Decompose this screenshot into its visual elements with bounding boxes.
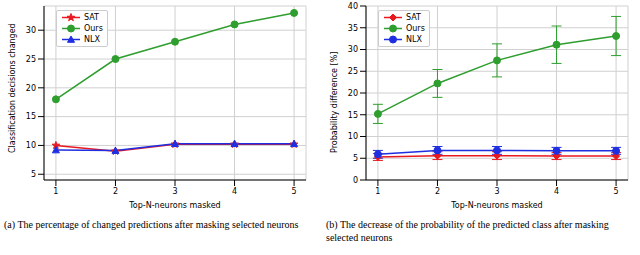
svg-text:2: 2: [435, 187, 440, 196]
svg-text:40: 40: [348, 2, 358, 11]
svg-text:15: 15: [348, 111, 358, 120]
svg-text:20: 20: [26, 84, 36, 93]
svg-text:3: 3: [172, 187, 177, 196]
svg-text:5: 5: [353, 154, 358, 163]
svg-text:4: 4: [554, 187, 559, 196]
html-text:SAT: SAT: [406, 13, 421, 22]
svg-text:30: 30: [26, 26, 36, 35]
html-text:SAT: SAT: [84, 13, 99, 22]
svg-text:5: 5: [292, 187, 297, 196]
html-text:NLX: NLX: [406, 35, 422, 44]
svg-text:Top-N-neurons masked: Top-N-neurons masked: [128, 201, 220, 210]
html-text:(a) The percentage of changed: (a) The percentage of changed prediction…: [4, 219, 299, 230]
svg-text:1: 1: [375, 187, 380, 196]
html-text:NLX: NLX: [84, 35, 100, 44]
html-text:(b) The decrease of the probab: (b) The decrease of the probability of t…: [326, 219, 609, 243]
html-text:Ours: Ours: [84, 24, 103, 33]
svg-text:20: 20: [348, 89, 358, 98]
svg-text:10: 10: [26, 141, 36, 150]
svg-text:Classification decisions chang: Classification decisions changed: [8, 23, 17, 153]
svg-text:25: 25: [348, 67, 358, 76]
svg-text:Probability difference [%]: Probability difference [%]: [330, 52, 339, 153]
svg-text:30: 30: [348, 45, 358, 54]
svg-text:0: 0: [353, 176, 358, 185]
svg-text:4: 4: [232, 187, 237, 196]
svg-text:2: 2: [113, 187, 118, 196]
svg-text:5: 5: [31, 170, 36, 179]
html-text:Ours: Ours: [406, 24, 425, 33]
svg-text:15: 15: [26, 112, 36, 121]
svg-text:Top-N-neurons masked: Top-N-neurons masked: [450, 201, 542, 210]
svg-text:25: 25: [26, 55, 36, 64]
svg-text:35: 35: [348, 24, 358, 33]
svg-text:5: 5: [614, 187, 619, 196]
svg-text:3: 3: [494, 187, 499, 196]
svg-text:10: 10: [348, 132, 358, 141]
svg-text:1: 1: [53, 187, 58, 196]
